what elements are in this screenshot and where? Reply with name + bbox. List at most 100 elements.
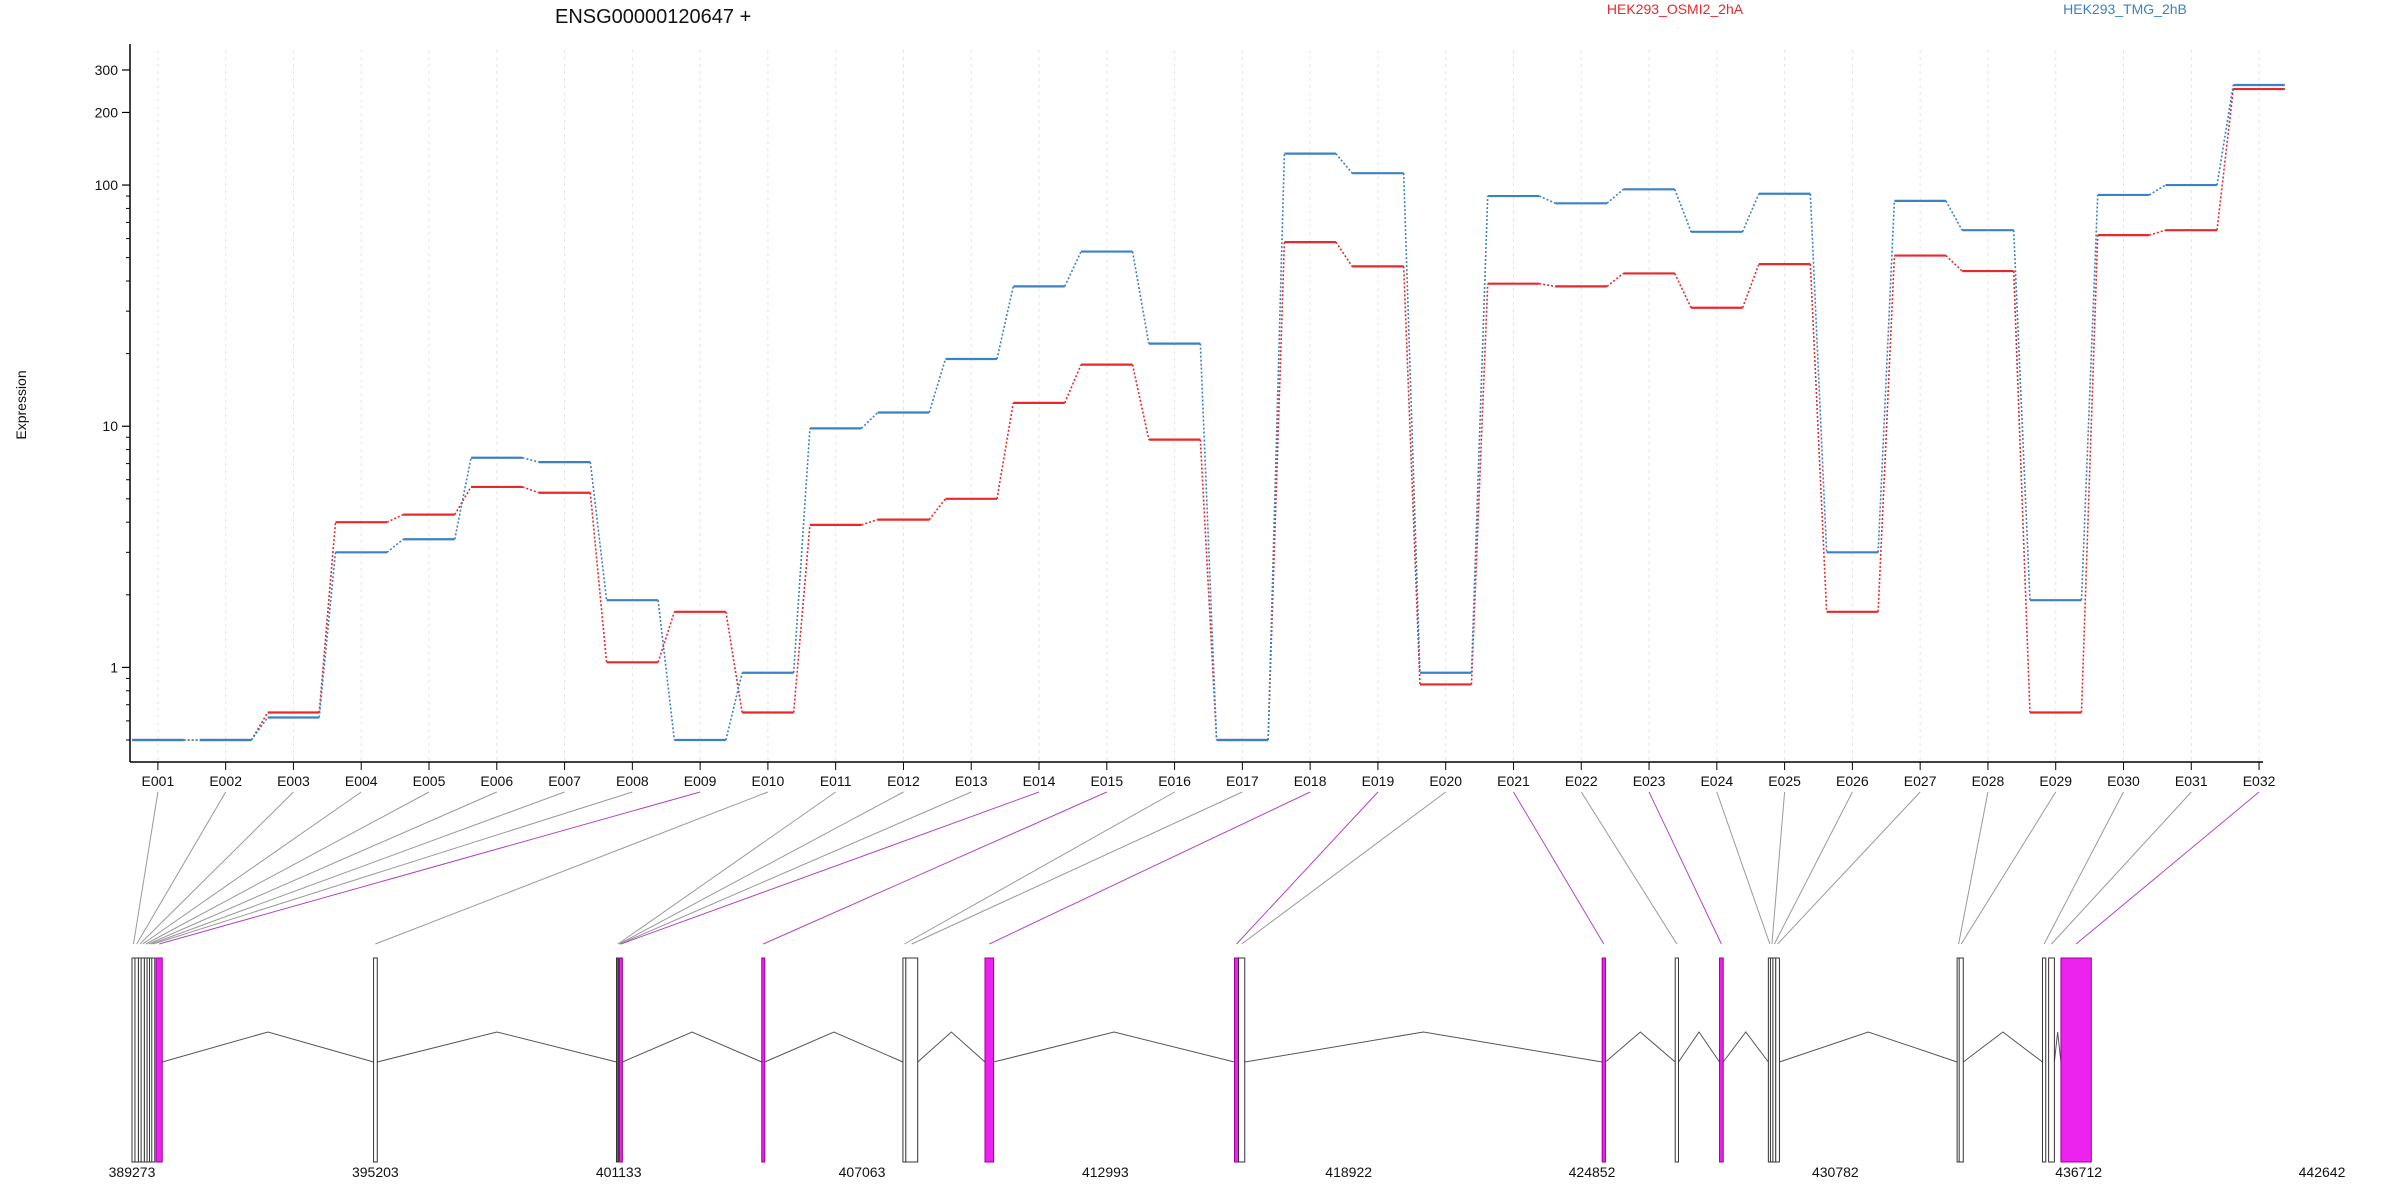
gene-model [131,957,2092,1163]
connector [1199,439,1218,741]
exon-link [1236,791,1379,945]
connector [318,522,337,713]
connector [1335,153,1353,174]
exon-block [1958,957,1964,1163]
connector [1674,189,1692,233]
connector [522,486,540,494]
series-layer [132,83,2285,742]
connector [589,462,608,601]
connector [1470,283,1489,685]
connector [792,524,811,713]
x-tick-label: E027 [1904,773,1937,789]
x-tick-label: E023 [1633,773,1666,789]
x-tick-label: E012 [887,773,920,789]
intron-line [1779,1031,1958,1063]
connector [386,513,404,523]
exon-block [151,957,156,1163]
connector [2080,194,2099,601]
x-tick-label: E011 [820,773,852,789]
intron-line [622,1031,762,1063]
exon-block [1238,957,1246,1163]
connector [1539,282,1556,288]
genomic-tick-label: 424852 [1569,1164,1616,1180]
connector [1741,193,1760,233]
series-HEK293_TMG_2hB [132,83,2285,742]
intron-line [993,1031,1235,1063]
y-tick-label: 1 [110,659,118,675]
exon-link [1513,791,1605,945]
exon-link [1580,791,1678,945]
legend-item: HEK293_TMG_2hB [2063,1,2187,17]
exon-link [989,791,1311,945]
exon-block [2060,957,2092,1163]
x-tick-label: E006 [480,773,513,789]
exon-link [150,791,565,945]
connector [657,611,676,663]
exon-link [617,791,836,945]
genomic-axis: 389273 395203 401133 407063 412993 418922 4248… [109,1164,2346,1180]
exon-link [763,791,1108,945]
x-tick-label: E015 [1090,773,1123,789]
x-tick-label: E028 [1972,773,2005,789]
chart-title: ENSG00000120647 + [555,6,751,28]
exon-block [2041,957,2047,1163]
connector [1064,251,1082,287]
exon-link-lines [133,791,2260,945]
series-HEK293_OSMI2_2hA [132,87,2285,742]
exon-link [2051,791,2192,945]
x-tick-label: E008 [616,773,649,789]
x-tick-label: E024 [1700,773,1733,789]
x-tick-label: E019 [1362,773,1395,789]
x-tick-label: E013 [955,773,988,789]
intron-line [1962,1031,2043,1063]
connector [1335,241,1353,267]
connector [1877,200,1896,553]
x-tick-label: E032 [2243,773,2276,789]
connector [1809,264,1828,612]
connector [1131,251,1150,344]
connector [2148,184,2166,196]
x-tick-label: E029 [2039,773,2072,789]
x-tick-label: E014 [1023,773,1056,789]
x-tick-label: E021 [1497,773,1530,789]
legend-item: HEK293_OSMI2_2hA [1607,1,1744,17]
exon-link [620,791,1040,945]
connector [386,538,404,553]
connector [1945,200,1963,231]
connector [454,486,472,516]
exon-link [1777,791,1921,945]
intron-line [1678,1031,1720,1063]
exon-link [2043,791,2124,945]
connector [1064,364,1082,404]
connector [1470,196,1489,673]
intron-line [1605,1031,1676,1063]
x-tick-label: E018 [1294,773,1327,789]
exon-block [1674,957,1679,1163]
exon-link [153,791,633,945]
x-tick-label: E031 [2175,773,2208,789]
connector [2080,235,2099,713]
y-axis-label: Expression [13,370,29,439]
exon-block [1233,957,1240,1163]
exon-link [159,791,701,945]
exon-block [1601,957,1606,1163]
genomic-tick-label: 442642 [2299,1164,2346,1180]
exon-link [619,791,972,945]
exon-block [618,957,623,1163]
exon-link [1771,791,1786,945]
connector [860,411,879,429]
connector [1945,254,1963,272]
exon-link [148,791,497,945]
exon-block [134,957,139,1163]
exon-link [1241,791,1446,945]
x-tick-label: E007 [548,773,581,789]
connector [2012,271,2031,713]
exon-link [1716,791,1771,945]
connector [1538,195,1556,205]
connector [928,358,947,413]
connector [2216,84,2235,186]
exon-link [618,791,904,945]
exon-link [136,791,227,945]
exon-link [142,791,362,945]
x-tick-label: E010 [752,773,785,789]
